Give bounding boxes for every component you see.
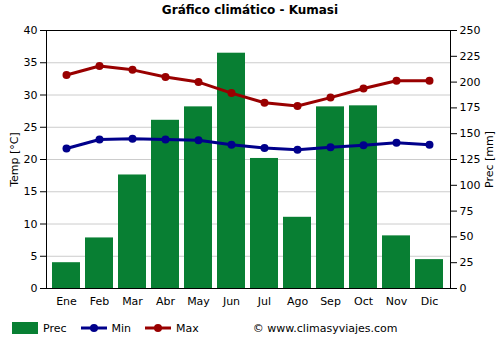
html-text:Min: Min xyxy=(111,321,132,335)
svg-text:0: 0 xyxy=(31,282,38,295)
svg-text:50: 50 xyxy=(460,230,474,243)
svg-text:125: 125 xyxy=(460,153,481,166)
svg-text:Jun: Jun xyxy=(222,295,240,308)
html-text:Gráfico climático - Kumasi: Gráfico climático - Kumasi xyxy=(161,3,339,17)
svg-text:35: 35 xyxy=(24,56,38,69)
svg-text:25: 25 xyxy=(24,121,38,134)
svg-text:Ago: Ago xyxy=(287,295,309,308)
svg-text:Jul: Jul xyxy=(257,295,271,308)
svg-text:Dic: Dic xyxy=(421,295,439,308)
svg-text:Temp [°C]: Temp [°C] xyxy=(8,132,21,188)
svg-text:150: 150 xyxy=(460,127,481,140)
svg-text:200: 200 xyxy=(460,76,481,89)
svg-text:0: 0 xyxy=(460,282,467,295)
svg-text:Mar: Mar xyxy=(122,295,143,308)
svg-text:250: 250 xyxy=(460,24,481,37)
svg-text:40: 40 xyxy=(24,24,38,37)
svg-text:Oct: Oct xyxy=(354,295,374,308)
html-text:Prec: Prec xyxy=(43,321,67,335)
svg-text:Prec [mm]: Prec [mm] xyxy=(483,131,496,188)
html-text:© www.climasyviajes.com: © www.climasyviajes.com xyxy=(252,321,398,335)
svg-text:25: 25 xyxy=(460,256,474,269)
svg-text:100: 100 xyxy=(460,179,481,192)
svg-text:Ene: Ene xyxy=(56,295,77,308)
svg-text:Nov: Nov xyxy=(386,295,408,308)
svg-text:Sep: Sep xyxy=(320,295,341,308)
svg-text:15: 15 xyxy=(24,185,38,198)
svg-text:20: 20 xyxy=(24,153,38,166)
svg-text:175: 175 xyxy=(460,101,481,114)
svg-text:May: May xyxy=(187,295,210,308)
svg-text:5: 5 xyxy=(31,250,38,263)
svg-text:Abr: Abr xyxy=(156,295,176,308)
svg-text:Feb: Feb xyxy=(90,295,109,308)
html-text:Max: Max xyxy=(176,321,199,335)
svg-text:225: 225 xyxy=(460,50,481,63)
svg-text:30: 30 xyxy=(24,89,38,102)
svg-text:75: 75 xyxy=(460,205,474,218)
svg-text:10: 10 xyxy=(24,218,38,231)
